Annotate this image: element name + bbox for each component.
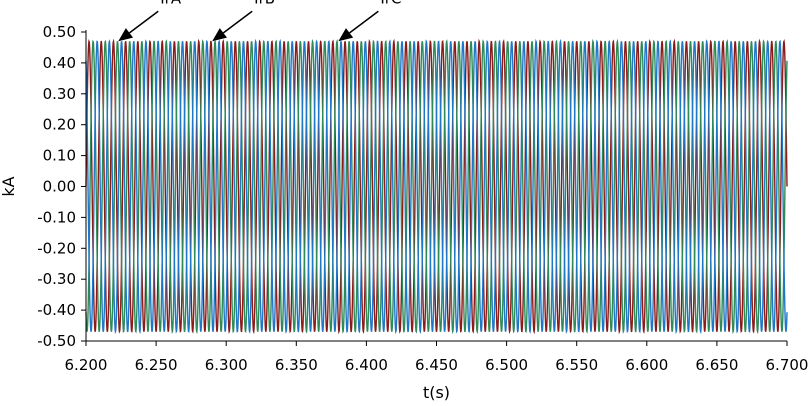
annotation-label-ira: IrA xyxy=(160,0,182,7)
x-tick-label: 6.350 xyxy=(275,356,318,374)
y-tick-label: 0.00 xyxy=(43,178,76,196)
series-line-irc xyxy=(85,38,788,335)
annotation-arrowhead-irc xyxy=(338,28,354,42)
x-tick-label: 6.300 xyxy=(205,356,248,374)
y-tick-label: -0.10 xyxy=(37,208,76,226)
annotation-arrowhead-irb xyxy=(212,28,227,42)
axes-layer: 0.50 0.40 0.30 0.20 0.10 0.00 -0.10 -0.20 -0.30 -… xyxy=(37,23,808,374)
x-tick-label: 6.700 xyxy=(766,356,809,374)
y-tick-label: -0.20 xyxy=(37,239,76,257)
y-tick-label: 0.30 xyxy=(43,85,76,103)
x-tick-label: 6.500 xyxy=(485,356,528,374)
y-tick-label: -0.40 xyxy=(37,301,76,319)
x-tick-label: 6.600 xyxy=(625,356,668,374)
annotation-arrow-ira xyxy=(128,10,159,34)
annotation-arrow-irb xyxy=(222,10,253,34)
y-tick-label: 0.20 xyxy=(43,116,76,134)
y-axis-title: kA xyxy=(0,176,18,196)
x-tick-label: 6.550 xyxy=(555,356,598,374)
y-tick-label: -0.50 xyxy=(37,332,76,350)
y-tick-label: 0.50 xyxy=(43,23,76,41)
x-tick-label: 6.650 xyxy=(695,356,738,374)
annotation-label-irc: IrC xyxy=(380,0,401,7)
x-axis-title: t(s) xyxy=(423,383,450,402)
y-tick-label: -0.30 xyxy=(37,270,76,288)
annotation-arrow-irc xyxy=(349,10,379,34)
y-tick-label: 0.10 xyxy=(43,147,76,165)
x-tick-label: 6.450 xyxy=(415,356,458,374)
annotation-label-irb: IrB xyxy=(254,0,275,7)
x-tick-label: 6.200 xyxy=(65,356,108,374)
annotation-arrowhead-ira xyxy=(118,28,134,42)
series-layer xyxy=(85,38,788,335)
x-tick-label: 6.250 xyxy=(135,356,178,374)
y-tick-label: 0.40 xyxy=(43,54,76,72)
annotation-layer: IrA IrB IrC xyxy=(118,0,401,42)
x-tick-label: 6.400 xyxy=(345,356,388,374)
